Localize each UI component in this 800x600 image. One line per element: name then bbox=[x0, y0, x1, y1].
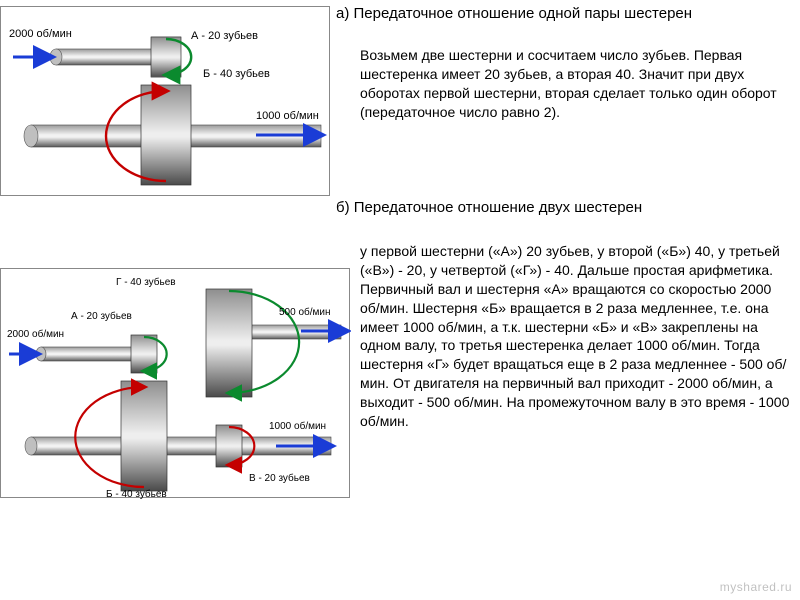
diag2-rpm-out: 500 об/мин bbox=[279, 306, 331, 318]
diag2-gear-a: А - 20 зубьев bbox=[71, 310, 132, 322]
diag2-gear-g: Г - 40 зубьев bbox=[116, 276, 176, 288]
section-b-body: у первой шестерни («А») 20 зубьев, у вто… bbox=[360, 242, 792, 431]
diag1-rpm-in: 2000 об/мин bbox=[9, 28, 72, 40]
section-a-body: Возьмем две шестерни и сосчитаем число з… bbox=[360, 46, 790, 122]
diagram-single-pair: 2000 об/мин А - 20 зубьев Б - 40 зубьев … bbox=[0, 6, 330, 196]
diag2-gear-b: Б - 40 зубьев bbox=[106, 488, 167, 499]
diag2-rpm-mid: 1000 об/мин bbox=[269, 420, 326, 432]
section-b-heading: б) Передаточное отношение двух шестерен bbox=[336, 198, 796, 218]
diag2-rpm-in: 2000 об/мин bbox=[7, 328, 64, 340]
diag2-gear-v: В - 20 зубьев bbox=[249, 472, 310, 484]
watermark: myshared.ru bbox=[720, 580, 792, 594]
diag1-gear-a: А - 20 зубьев bbox=[191, 30, 258, 42]
diag1-gear-b: Б - 40 зубьев bbox=[203, 68, 270, 80]
section-a-heading: а) Передаточное отношение одной пары шес… bbox=[336, 4, 796, 24]
diag1-rpm-out: 1000 об/мин bbox=[256, 110, 319, 122]
diagram-two-pairs: 2000 об/мин А - 20 зубьев Г - 40 зубьев … bbox=[0, 268, 350, 498]
